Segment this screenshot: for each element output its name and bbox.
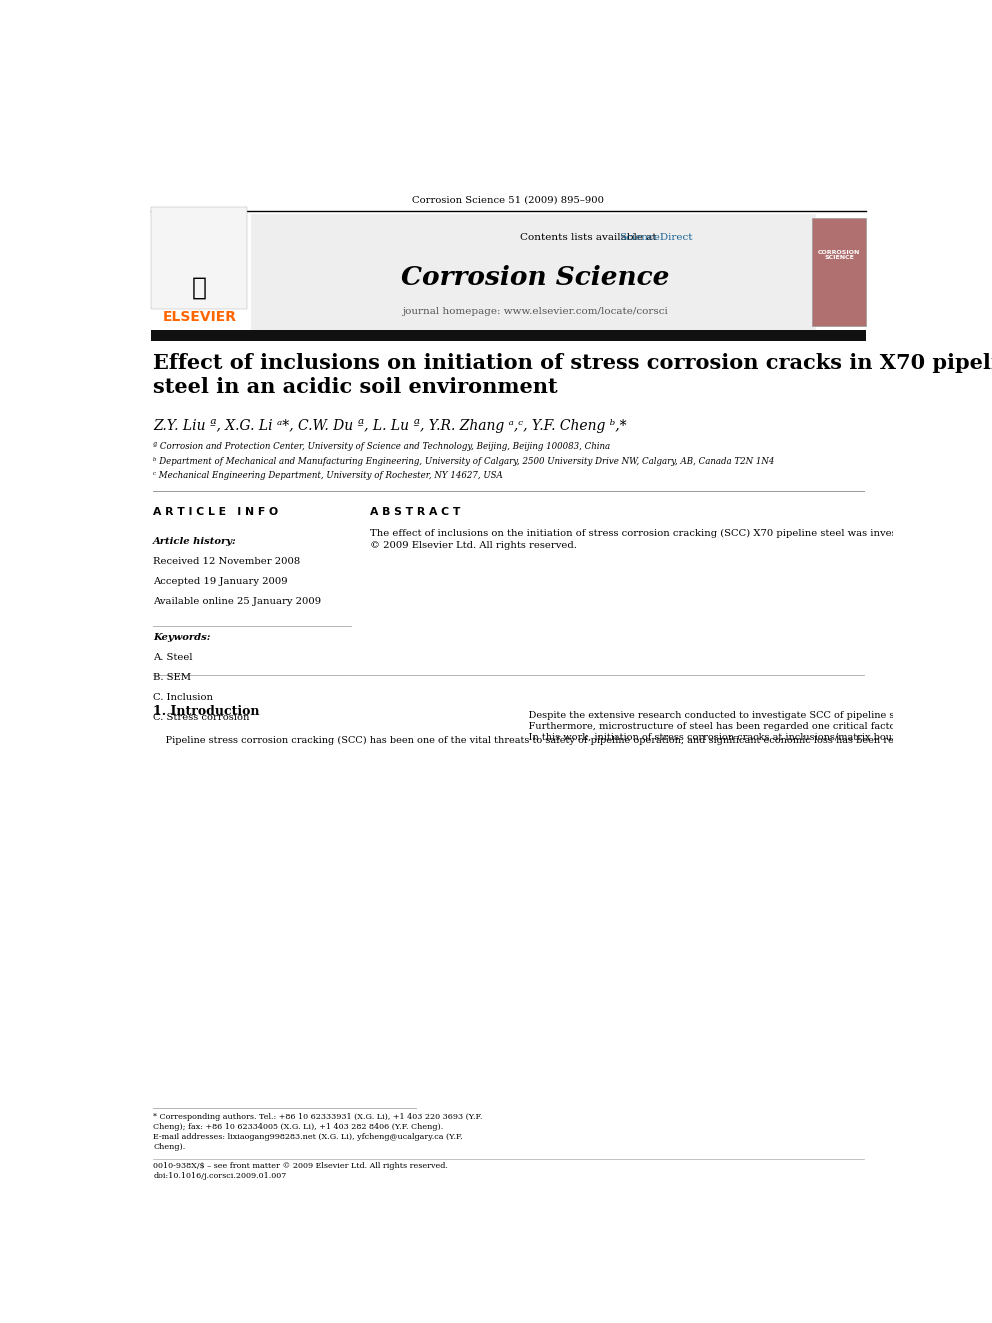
Text: ELSEVIER: ELSEVIER <box>163 311 236 324</box>
Text: Corrosion Science: Corrosion Science <box>401 265 670 290</box>
Text: A B S T R A C T: A B S T R A C T <box>370 507 460 517</box>
Text: The effect of inclusions on the initiation of stress corrosion cracking (SCC) X7: The effect of inclusions on the initiati… <box>370 529 992 549</box>
Text: CORROSION
SCIENCE: CORROSION SCIENCE <box>817 250 860 261</box>
Bar <box>151 206 247 308</box>
Text: C. Stress corrosion: C. Stress corrosion <box>153 713 250 721</box>
Bar <box>251 214 815 329</box>
Text: Article history:: Article history: <box>153 537 237 546</box>
Text: 1. Introduction: 1. Introduction <box>153 705 260 718</box>
Text: C. Inclusion: C. Inclusion <box>153 693 213 701</box>
Text: Effect of inclusions on initiation of stress corrosion cracks in X70 pipeline
st: Effect of inclusions on initiation of st… <box>153 353 992 397</box>
Text: 🌲: 🌲 <box>191 275 207 300</box>
Text: ScienceDirect: ScienceDirect <box>619 233 692 242</box>
Text: 0010-938X/$ – see front matter © 2009 Elsevier Ltd. All rights reserved.
doi:10.: 0010-938X/$ – see front matter © 2009 El… <box>153 1162 448 1180</box>
Text: Despite the extensive research conducted to investigate SCC of pipeline steels i: Despite the extensive research conducted… <box>516 710 992 742</box>
Text: Z.Y. Liu ª, X.G. Li ᵃ*, C.W. Du ª, L. Lu ª, Y.R. Zhang ᵃ,ᶜ, Y.F. Cheng ᵇ,*: Z.Y. Liu ª, X.G. Li ᵃ*, C.W. Du ª, L. Lu… <box>153 419 627 433</box>
Bar <box>151 331 866 341</box>
Text: journal homepage: www.elsevier.com/locate/corsci: journal homepage: www.elsevier.com/locat… <box>403 307 669 316</box>
Text: Keywords:: Keywords: <box>153 634 210 642</box>
Text: Accepted 19 January 2009: Accepted 19 January 2009 <box>153 577 288 586</box>
Text: * Corresponding authors. Tel.: +86 10 62333931 (X.G. Li), +1 403 220 3693 (Y.F.
: * Corresponding authors. Tel.: +86 10 62… <box>153 1113 482 1151</box>
Bar <box>812 218 866 325</box>
Text: Corrosion Science 51 (2009) 895–900: Corrosion Science 51 (2009) 895–900 <box>413 196 604 205</box>
Text: ᵇ Department of Mechanical and Manufacturing Engineering, University of Calgary,: ᵇ Department of Mechanical and Manufactu… <box>153 456 775 466</box>
Text: A R T I C L E   I N F O: A R T I C L E I N F O <box>153 507 279 517</box>
Text: ᶜ Mechanical Engineering Department, University of Rochester, NY 14627, USA: ᶜ Mechanical Engineering Department, Uni… <box>153 471 503 480</box>
Text: Pipeline stress corrosion cracking (SCC) has been one of the vital threats to sa: Pipeline stress corrosion cracking (SCC)… <box>153 736 992 745</box>
Text: Contents lists available at: Contents lists available at <box>520 233 660 242</box>
Text: ª Corrosion and Protection Center, University of Science and Technology, Beijing: ª Corrosion and Protection Center, Unive… <box>153 442 610 451</box>
Text: B. SEM: B. SEM <box>153 673 191 681</box>
Text: Available online 25 January 2009: Available online 25 January 2009 <box>153 597 321 606</box>
Text: Received 12 November 2008: Received 12 November 2008 <box>153 557 301 566</box>
Text: A. Steel: A. Steel <box>153 654 192 662</box>
